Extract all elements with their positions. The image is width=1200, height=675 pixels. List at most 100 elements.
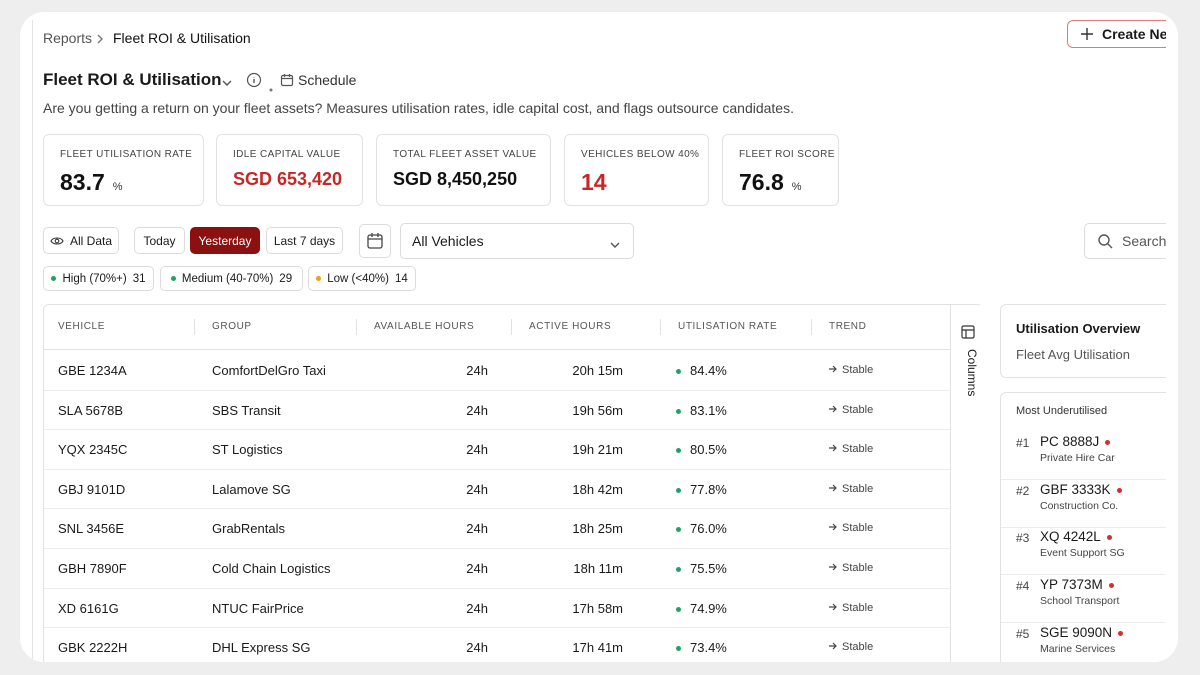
vehicle-group: Event Support SG	[1040, 547, 1125, 560]
status-dot	[676, 606, 681, 612]
vehicle-cell: GBJ 9101D	[58, 481, 126, 497]
search-box[interactable]: Search	[1084, 223, 1166, 259]
kpi-card: IDLE CAPITAL VALUE SGD 653,420	[216, 134, 363, 206]
table-row[interactable]: SLA 5678B SBS Transit 24h 19h 56m 83.1% Stabl…	[44, 390, 950, 431]
trend-cell: Stable	[828, 483, 873, 495]
trend-cell: Stable	[828, 522, 873, 534]
schedule-link[interactable]: Schedule	[298, 72, 357, 88]
vehicle-group: Construction Co.	[1040, 499, 1119, 512]
trend-cell: Stable	[828, 364, 873, 376]
available-hours-cell: 24h	[466, 521, 488, 537]
create-button[interactable]: Create New	[1067, 20, 1166, 48]
group-cell: ComfortDelGro Taxi	[212, 363, 326, 378]
utilisation-value: 75.5%	[690, 561, 727, 576]
trend-cell: Stable	[828, 562, 873, 574]
plate: XQ 4242L	[1040, 529, 1118, 544]
vehicle-group: Marine Services	[1040, 642, 1116, 655]
table-row[interactable]: GBE 1234A ComfortDelGro Taxi 24h 20h 15m 84.…	[44, 350, 950, 391]
dropdown-icon	[221, 75, 233, 93]
vehicle-cell: XD 6161G	[58, 600, 119, 616]
underutilised-item[interactable]: #4 YP 7373M School Transport	[1001, 575, 1166, 624]
chip-dot	[316, 276, 322, 281]
kpi-label: FLEET UTILISATION RATE	[60, 149, 193, 160]
breadcrumb-item[interactable]: Reports	[43, 30, 93, 46]
filter-button[interactable]: Yesterday	[190, 227, 260, 254]
utilisation-cell: 76.0%	[676, 521, 727, 536]
utilisation-value: 83.1%	[690, 402, 727, 418]
date-picker-button[interactable]	[359, 224, 391, 258]
underutilised-item[interactable]: #2 GBF 3333K Construction Co.	[1001, 480, 1166, 528]
chip-count: 29	[279, 272, 293, 285]
status-dot	[676, 567, 681, 573]
utilisation-cell: 73.4%	[676, 640, 727, 655]
status-dot	[676, 369, 681, 375]
kpi-number: 83.7	[60, 169, 105, 195]
kpi-number: 76.8	[739, 169, 784, 195]
kpi-label: VEHICLES BELOW 40%	[581, 149, 700, 160]
utilisation-value: 74.9%	[690, 600, 727, 616]
available-hours-cell: 24h	[466, 561, 488, 576]
table-row[interactable]: GBJ 9101D Lalamove SG 24h 18h 42m 77.8% Stabl…	[44, 469, 950, 510]
column-header[interactable]: UTILISATION RATE	[678, 321, 778, 332]
trend-cell: Stable	[828, 641, 873, 653]
column-header[interactable]: AVAILABLE HOURS	[374, 321, 475, 332]
vehicle-cell: SNL 3456E	[58, 521, 125, 537]
trend-label: Stable	[842, 522, 874, 535]
alert-dot	[1116, 487, 1122, 493]
legend-chip[interactable]: Medium (40-70%) 29	[160, 266, 303, 291]
vehicle-select[interactable]: All Vehicles	[400, 223, 634, 259]
chip-label: High (70%+)	[62, 272, 127, 285]
table-row[interactable]: SNL 3456E GrabRentals 24h 18h 25m 76.0% Stabl…	[44, 508, 950, 549]
plate-text: YP 7373M	[1040, 577, 1103, 593]
trend-label: Stable	[842, 641, 874, 654]
underutilised-title: Most Underutilised	[1016, 405, 1108, 417]
rank: #3	[1016, 531, 1030, 546]
rank: #4	[1016, 579, 1030, 594]
status-dot	[676, 487, 681, 493]
vehicle-cell: YQX 2345C	[58, 442, 128, 458]
column-divider	[660, 319, 661, 335]
filter-button[interactable]: Last 7 days	[266, 227, 343, 254]
search-placeholder: Search	[1122, 233, 1166, 249]
plate: SGE 9090N	[1040, 625, 1129, 640]
vehicle-cell: GBE 1234A	[58, 363, 127, 378]
table-row[interactable]: YQX 2345C ST Logistics 24h 19h 21m 80.5% Stab…	[44, 429, 950, 470]
group-cell: ST Logistics	[212, 442, 283, 458]
kpi-value: SGD 653,420	[233, 169, 342, 190]
status-dot	[676, 408, 681, 414]
group-cell: GrabRentals	[212, 521, 285, 537]
column-divider	[811, 319, 812, 335]
alert-dot	[1105, 439, 1111, 445]
underutilised-item[interactable]: #1 PC 8888J Private Hire Car	[1001, 432, 1166, 480]
group-cell: Cold Chain Logistics	[212, 561, 331, 576]
underutilised-item[interactable]: #5 SGE 9090N Marine Services	[1001, 623, 1166, 662]
column-header[interactable]: ACTIVE HOURS	[529, 321, 612, 332]
column-header[interactable]: TREND	[829, 321, 867, 332]
underutilised-item[interactable]: #3 XQ 4242L Event Support SG	[1001, 527, 1166, 576]
trend-label: Stable	[842, 601, 874, 614]
kpi-label: TOTAL FLEET ASSET VALUE	[393, 149, 537, 160]
filter-button[interactable]: All Data	[43, 227, 119, 254]
chip-count: 31	[132, 272, 146, 285]
vehicle-cell: GBK 2222H	[58, 640, 128, 656]
trend-cell: Stable	[828, 404, 873, 416]
rank: #2	[1016, 483, 1030, 498]
column-header[interactable]: GROUP	[212, 321, 252, 332]
plus-icon	[1080, 27, 1094, 46]
table-row[interactable]: GBK 2222H DHL Express SG 24h 17h 41m 73.4% St…	[44, 627, 950, 662]
filter-label: All Data	[69, 233, 113, 248]
column-header[interactable]: VEHICLE	[58, 321, 105, 332]
table-row[interactable]: XD 6161G NTUC FairPrice 24h 17h 58m 74.9% Sta…	[44, 588, 950, 629]
kpi-value: 14	[581, 169, 607, 196]
active-hours-cell: 18h 11m	[573, 561, 623, 576]
columns-toggle[interactable]: Columns	[950, 305, 985, 662]
available-hours-cell: 24h	[466, 402, 488, 418]
utilisation-cell: 77.8%	[676, 482, 727, 497]
available-hours-cell: 24h	[466, 481, 488, 497]
table-row[interactable]: GBH 7890F Cold Chain Logistics 24h 18h 11m 7…	[44, 548, 950, 589]
rank: #1	[1016, 436, 1030, 450]
legend-chip[interactable]: High (70%+) 31	[43, 266, 154, 291]
separator-dot	[269, 79, 273, 97]
legend-chip[interactable]: Low (<40%) 14	[308, 266, 416, 291]
filter-button[interactable]: Today	[134, 227, 185, 254]
